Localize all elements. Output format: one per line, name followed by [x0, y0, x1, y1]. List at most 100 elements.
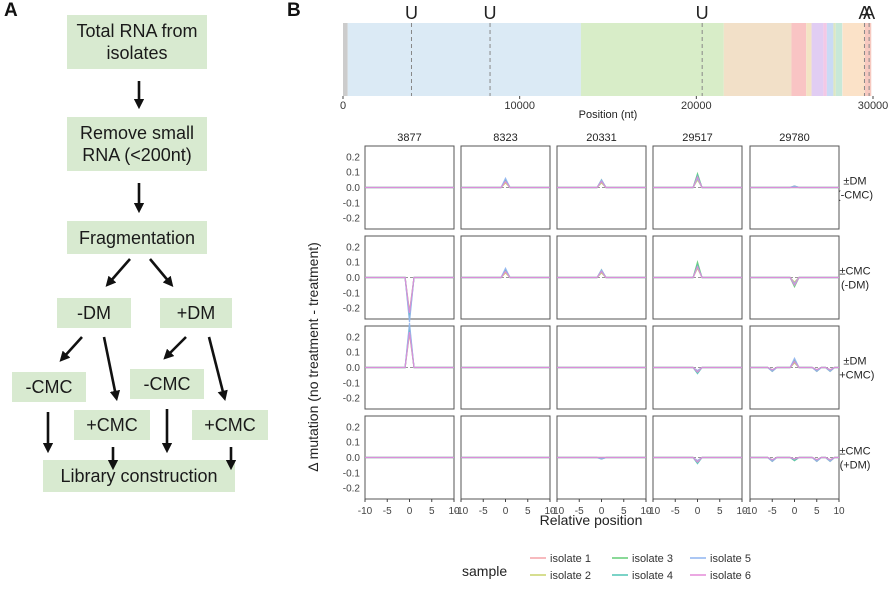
facet-grid: 3877 8323 20331 29517 29780 ±DM (-CMC) -0.2 -0.1… — [343, 132, 875, 517]
facet-panel-r4-c1 — [364, 415, 455, 500]
y-tick-label-row-2-1: -0.2 — [343, 304, 361, 315]
x-tick-label-c1-4: 5 — [429, 506, 435, 517]
facet-column-label-8323: 8323 — [493, 132, 517, 144]
series-line-isolate-6 — [365, 332, 454, 369]
x-tick-label-c3-5: 10 — [640, 506, 652, 517]
facet-panel-r2-c3 — [556, 235, 647, 320]
modification-site-label-5: A — [863, 3, 875, 23]
x-tick-label-c2-2: -5 — [479, 506, 488, 517]
plus-dm-box: +DM — [160, 298, 232, 328]
y-tick-label-row-2-5: 0.2 — [346, 242, 360, 253]
facet-panel-r1-c4 — [652, 145, 743, 230]
library-construction-box: Library construction — [43, 460, 235, 492]
remove-small-rna-box: Remove small RNA (<200nt) — [67, 117, 207, 171]
legend-label-isolate-2: isolate 2 — [550, 570, 591, 582]
y-tick-label-row-1-5: 0.2 — [346, 152, 360, 163]
x-tick-label-c2-4: 5 — [525, 506, 531, 517]
genome-segment-5 — [791, 23, 807, 96]
genome-segment-14 — [864, 23, 872, 96]
series-line-isolate-6 — [750, 456, 839, 461]
facet-panel-r2-c4 — [652, 235, 743, 320]
x-tick-label-c3-3: 0 — [599, 506, 605, 517]
facet-column-label-29780: 29780 — [779, 132, 810, 144]
y-tick-label-row-3-3: 0.0 — [346, 363, 360, 374]
x-tick-label-c5-3: 0 — [792, 506, 798, 517]
facet-row-label-3-line-2: (+CMC) — [836, 370, 875, 382]
facet-panel-r3-c4 — [652, 325, 743, 410]
series-line-isolate-6 — [750, 276, 839, 287]
series-line-isolate-6 — [557, 180, 646, 189]
x-tick-label-c2-5: 10 — [544, 506, 556, 517]
facet-row-label-3-line-1: ±DM — [843, 356, 866, 368]
genome-tick-label-1: 0 — [340, 100, 346, 112]
genome-segment-2 — [347, 23, 581, 96]
y-tick-label-row-3-2: -0.1 — [343, 378, 361, 389]
plus-cmc-right-box: +CMC — [192, 410, 268, 440]
series-line-isolate-6 — [461, 180, 550, 189]
modification-site-label-2: U — [484, 3, 497, 23]
x-tick-label-c1-3: 0 — [407, 506, 413, 517]
y-tick-label-row-4-2: -0.1 — [343, 468, 361, 479]
legend: isolate 1 isolate 2 isolate 3 isolate 4 isol… — [530, 553, 751, 582]
genome-segment-1 — [343, 23, 348, 96]
y-tick-label-row-3-1: -0.2 — [343, 394, 361, 405]
y-tick-label-row-3-5: 0.2 — [346, 332, 360, 343]
genome-x-axis-label: Position (nt) — [579, 109, 638, 121]
total-rna-box: Total RNA from isolates — [67, 15, 207, 69]
x-tick-label-c4-4: 5 — [717, 506, 723, 517]
facet-row-label-1-line-2: (-CMC) — [837, 190, 873, 202]
series-line-isolate-6 — [557, 270, 646, 279]
legend-label-isolate-4: isolate 4 — [632, 570, 673, 582]
panel-label-a: A — [4, 0, 18, 21]
genome-segment-7 — [811, 23, 824, 96]
panel-label-b: B — [287, 0, 301, 21]
x-tick-label-c5-4: 5 — [814, 506, 820, 517]
facet-panel-r2-c5 — [749, 235, 840, 320]
minus-cmc-left-box: -CMC — [12, 372, 86, 402]
facet-panel-r3-c5 — [749, 325, 840, 410]
genome-segment-3 — [580, 23, 724, 96]
genome-segment-13 — [842, 23, 865, 96]
x-tick-label-c1-1: -10 — [358, 506, 373, 517]
facet-panel-r2-c2 — [460, 235, 551, 320]
modification-site-label-4: A — [858, 3, 870, 23]
y-tick-label-row-1-2: -0.1 — [343, 198, 361, 209]
x-tick-label-c2-3: 0 — [503, 506, 509, 517]
x-tick-label-c1-5: 10 — [448, 506, 460, 517]
x-tick-label-c3-1: -10 — [550, 506, 565, 517]
facet-panel-r4-c2 — [460, 415, 551, 500]
x-tick-label-c4-5: 10 — [736, 506, 748, 517]
x-tick-label-c4-2: -5 — [671, 506, 680, 517]
series-line-isolate-6 — [653, 265, 742, 279]
plus-cmc-left-box: +CMC — [74, 410, 150, 440]
y-tick-label-row-1-3: 0.0 — [346, 183, 360, 194]
genome-map: U U U AA 0 10000 20000 30000 — [340, 3, 888, 112]
series-line-isolate-6 — [365, 276, 454, 313]
y-tick-label-row-4-1: -0.2 — [343, 484, 361, 495]
facet-panel-r1-c5 — [749, 145, 840, 230]
genome-tick-label-2: 10000 — [504, 100, 535, 112]
y-tick-label-row-4-3: 0.0 — [346, 453, 360, 464]
legend-label-isolate-1: isolate 1 — [550, 553, 591, 565]
y-tick-label-row-1-4: 0.1 — [346, 168, 360, 179]
facet-row-label-4-line-1: ±CMC — [839, 446, 870, 458]
y-tick-label-row-3-4: 0.1 — [346, 348, 360, 359]
y-tick-label-row-4-5: 0.2 — [346, 422, 360, 433]
genome-tick-label-4: 30000 — [858, 100, 889, 112]
genome-segment-4 — [723, 23, 792, 96]
genome-tick-label-3: 20000 — [681, 100, 712, 112]
fragmentation-box: Fragmentation — [67, 221, 207, 254]
minus-dm-box: -DM — [57, 298, 131, 328]
x-tick-label-c5-2: -5 — [768, 506, 777, 517]
x-tick-label-c4-3: 0 — [695, 506, 701, 517]
x-axis-label: Relative position — [540, 512, 643, 528]
series-line-isolate-6 — [653, 456, 742, 463]
series-line-isolate-6 — [653, 366, 742, 373]
legend-label-isolate-3: isolate 3 — [632, 553, 673, 565]
genome-segment-6 — [806, 23, 812, 96]
x-tick-label-c1-2: -5 — [383, 506, 392, 517]
genome-segment-9 — [826, 23, 834, 96]
y-tick-label-row-1-1: -0.2 — [343, 214, 361, 225]
y-tick-label-row-4-4: 0.1 — [346, 438, 360, 449]
